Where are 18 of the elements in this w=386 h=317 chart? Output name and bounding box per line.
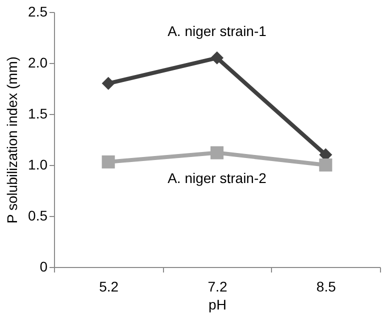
y-tick-label: 1.0 xyxy=(28,156,48,172)
y-tick-label: 2.5 xyxy=(28,4,48,20)
y-axis-title: P solubilization index (mm) xyxy=(4,56,20,224)
series-label: A. niger strain-2 xyxy=(168,170,267,186)
point xyxy=(319,158,332,172)
x-tick-label: 5.2 xyxy=(99,278,119,294)
y-tick-label: 1.5 xyxy=(28,106,48,122)
x-tick-label: 8.5 xyxy=(316,278,336,294)
y-tick-label: 2.0 xyxy=(28,54,48,70)
y-tick-label: 0.5 xyxy=(28,208,48,224)
x-tick-label: 7.2 xyxy=(208,278,228,294)
point xyxy=(210,51,224,64)
x-axis-title: pH xyxy=(208,296,226,312)
point xyxy=(102,76,115,90)
point xyxy=(210,146,224,160)
point xyxy=(102,155,115,168)
y-tick-label: 0 xyxy=(40,258,48,274)
series-label: A. niger strain-1 xyxy=(168,22,267,39)
